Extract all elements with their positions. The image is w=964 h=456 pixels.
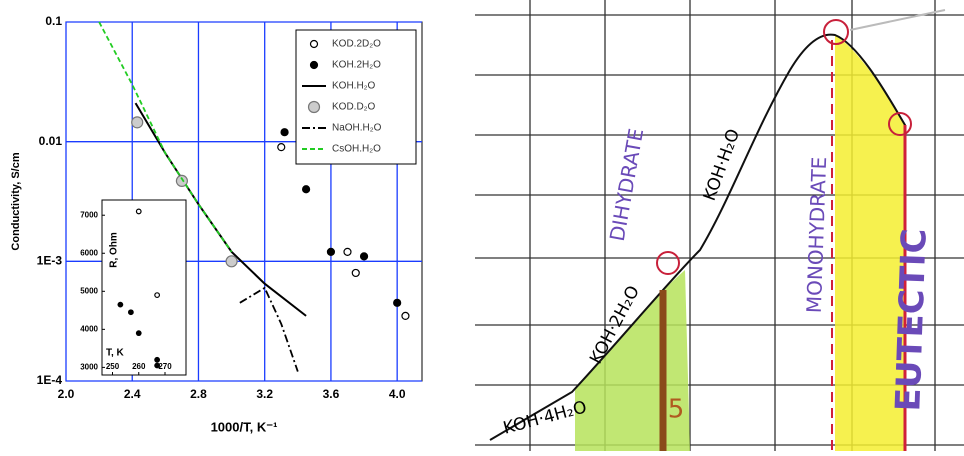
y-tick-label: 5000 xyxy=(80,286,98,295)
x-tick-label: 4.0 xyxy=(389,387,406,401)
data-point xyxy=(309,102,320,113)
data-point xyxy=(303,186,310,193)
y-tick-label: 0.1 xyxy=(45,14,62,28)
data-point xyxy=(278,144,285,151)
data-point xyxy=(327,248,334,255)
data-point xyxy=(226,256,237,267)
data-point xyxy=(281,129,288,136)
y-tick-label: 7000 xyxy=(80,210,98,219)
x-tick-label: 2.0 xyxy=(58,387,75,401)
y-axis-label: R, Ohm xyxy=(109,232,120,268)
x-tick-label: 270 xyxy=(158,362,172,371)
legend-label: NaOH.H₂O xyxy=(332,123,382,134)
data-point xyxy=(118,302,123,307)
y-tick-label: 1E-3 xyxy=(37,254,63,268)
y-axis-label: Conductivity, S/cm xyxy=(10,152,22,250)
data-point xyxy=(394,299,401,306)
data-point xyxy=(311,41,318,48)
x-tick-label: 260 xyxy=(132,362,146,371)
legend-label: KOD.2D₂O xyxy=(332,39,381,50)
data-point xyxy=(129,310,134,315)
data-point xyxy=(136,331,141,336)
legend-label: KOD.D₂O xyxy=(332,102,376,113)
x-tick-label: 3.6 xyxy=(323,387,340,401)
data-point xyxy=(155,357,160,362)
y-tick-label: 3000 xyxy=(80,363,98,372)
data-point xyxy=(155,293,160,298)
legend-label: KOH.H₂O xyxy=(332,81,376,92)
data-point xyxy=(352,269,359,276)
legend-label: CsOH.H₂O xyxy=(332,144,381,155)
x-tick-label: 2.4 xyxy=(124,387,141,401)
x-tick-label: 2.8 xyxy=(190,387,207,401)
y-tick-label: 6000 xyxy=(80,248,98,257)
legend: KOD.2D₂O KOH.2H₂O KOH.H₂O KOD.D₂O NaOH.H₂O Cs… xyxy=(296,30,416,164)
data-point xyxy=(311,62,318,69)
y-tick-label: 0.01 xyxy=(39,134,63,148)
data-point xyxy=(136,209,141,214)
data-point xyxy=(402,312,409,319)
x-tick-label: 250 xyxy=(106,362,120,371)
label: EUTECTIC xyxy=(888,228,934,412)
x-tick-label: 3.2 xyxy=(256,387,273,401)
page: KOH·4H₂O KOH·2H₂O DIHYDRATE KOH·H₂O MONO… xyxy=(0,0,964,451)
data-point xyxy=(344,248,351,255)
figure: KOH·4H₂O KOH·2H₂O DIHYDRATE KOH·H₂O MONO… xyxy=(0,0,964,451)
legend-label: KOH.2H₂O xyxy=(332,60,381,71)
data-point xyxy=(132,117,143,128)
data-point xyxy=(361,253,368,260)
x-axis-label: T, K xyxy=(106,348,125,359)
data-point xyxy=(155,363,160,368)
diagram: KOH·4H₂O KOH·2H₂O DIHYDRATE KOH·H₂O MONO… xyxy=(475,0,964,451)
y-tick-label: 4000 xyxy=(80,324,98,333)
x-axis-label: 1000/T, K⁻¹ xyxy=(211,419,278,434)
label: 5 xyxy=(668,395,685,425)
y-tick-label: 1E-4 xyxy=(37,373,63,387)
